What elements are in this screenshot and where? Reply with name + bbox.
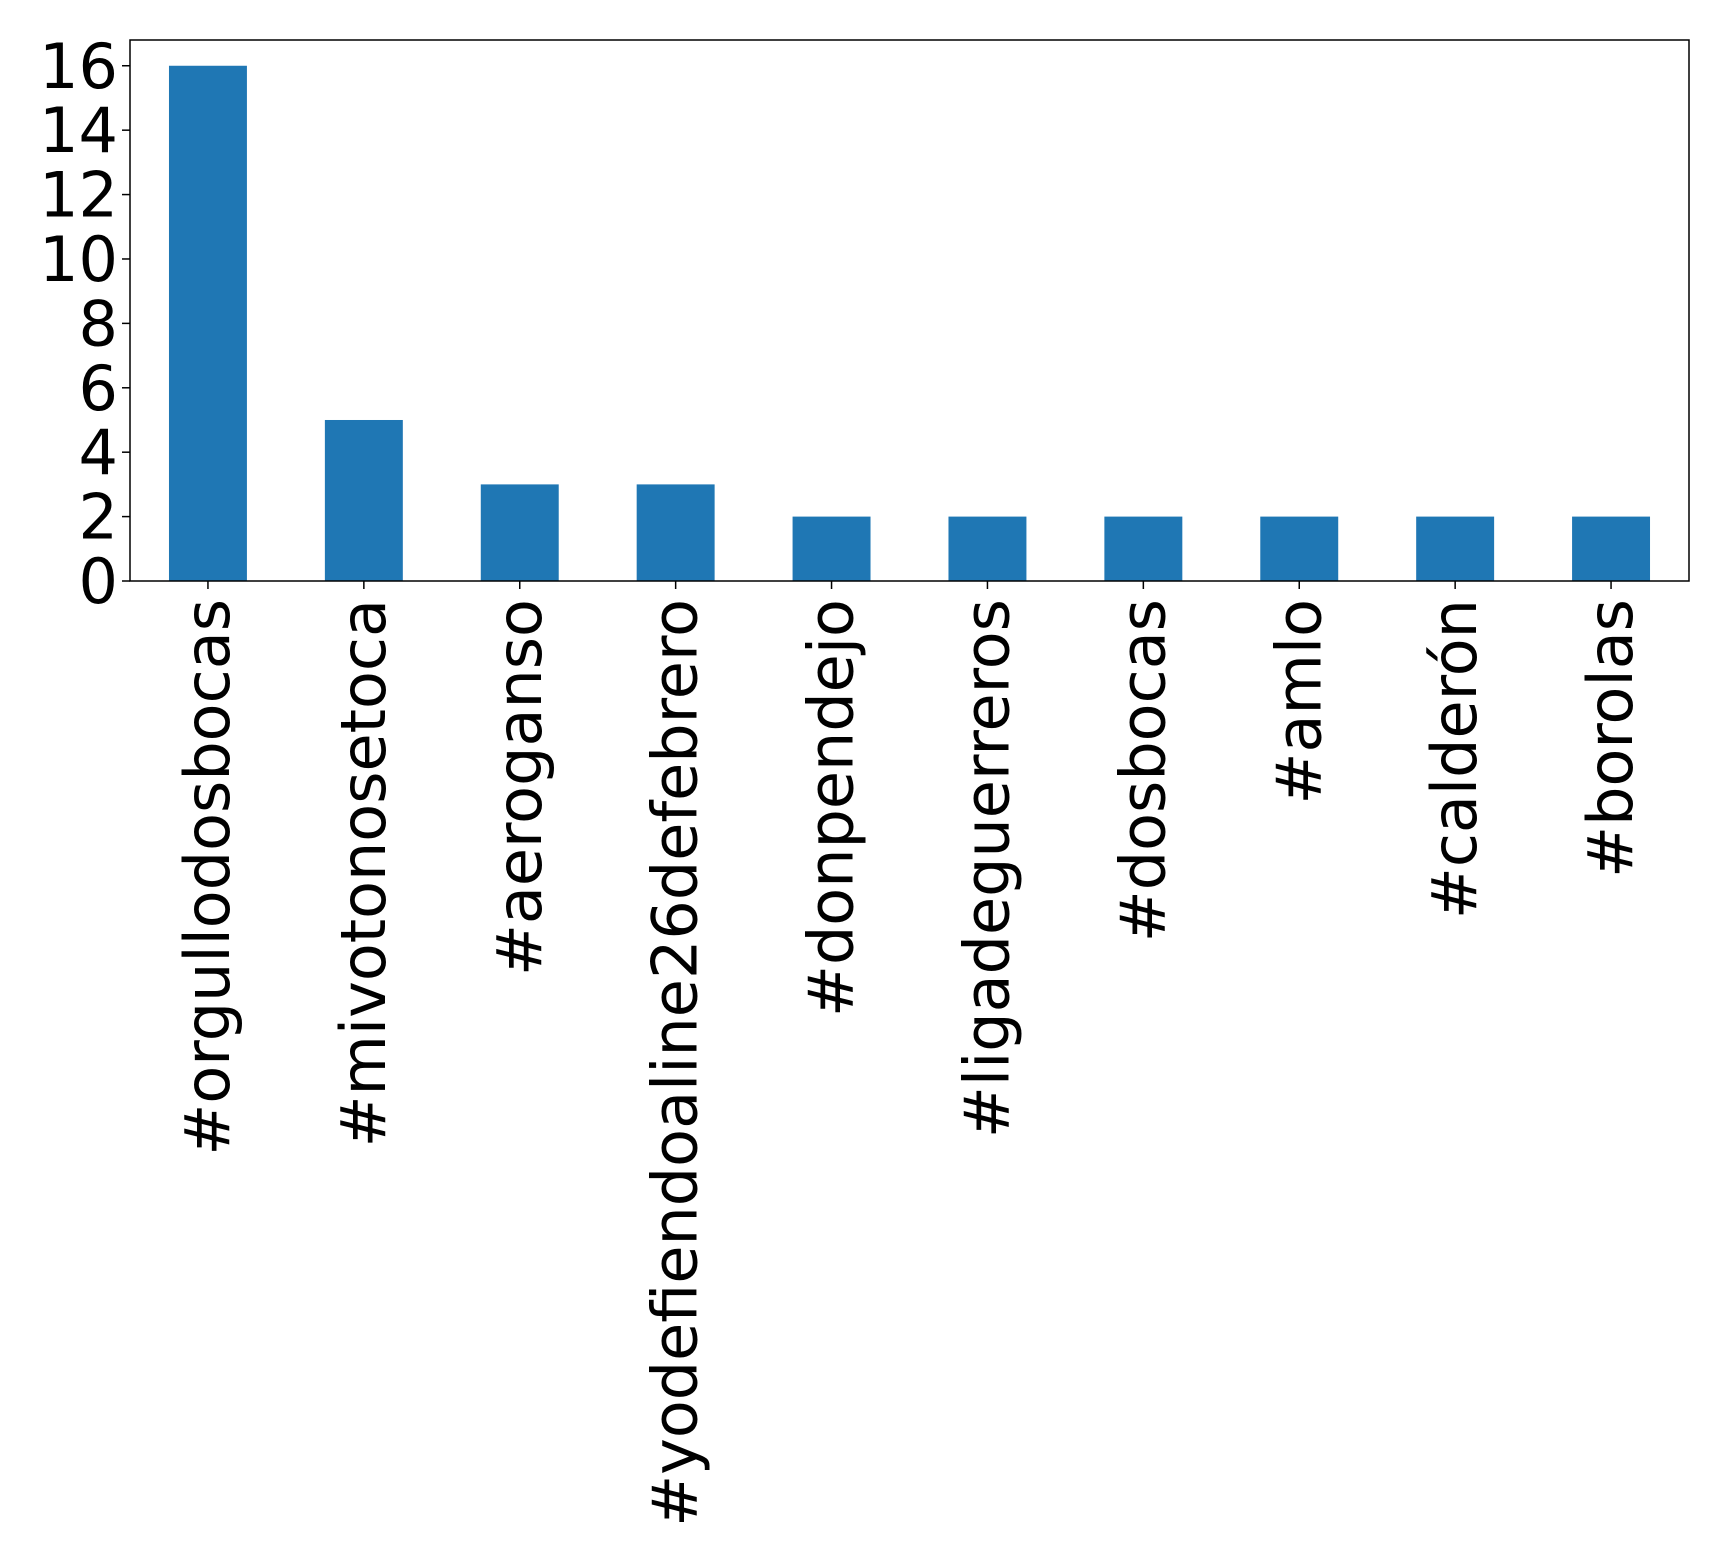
x-tick-label: #yodefiendoaline26defebrero (639, 599, 712, 1527)
x-tick-label: #aeroganso (483, 599, 556, 976)
x-tick-label: #orgullodosbocas (171, 599, 244, 1156)
x-tick-label: #donpendejo (795, 599, 868, 1017)
x-tick-label: #ligadeguerreros (950, 599, 1023, 1138)
bar (948, 516, 1027, 581)
plot-frame (129, 39, 1690, 582)
y-tick-label: 4 (79, 416, 118, 489)
bar (168, 65, 247, 581)
x-tick-label: #mivotonosetoca (327, 599, 400, 1147)
x-tick-label: #dosbocas (1106, 599, 1179, 942)
bar (480, 484, 559, 581)
y-tick-label: 16 (39, 30, 118, 103)
y-tick-label: 12 (39, 159, 118, 232)
bars-group (168, 65, 1651, 581)
x-axis: #orgullodosbocas #mivotonosetoca #aerogans… (171, 581, 1647, 1527)
bar (1416, 516, 1495, 581)
x-tick-label: #calderón (1418, 599, 1491, 919)
bar (324, 419, 403, 581)
y-tick-label: 2 (79, 481, 118, 554)
x-tick-label: #amlo (1262, 599, 1335, 805)
y-tick-label: 10 (39, 223, 118, 296)
bar (1260, 516, 1339, 581)
bar (1572, 516, 1651, 581)
y-tick-label: 14 (39, 94, 118, 167)
bar (1104, 516, 1183, 581)
y-tick-label: 0 (79, 545, 118, 618)
bar (792, 516, 871, 581)
y-tick-label: 6 (79, 352, 118, 425)
y-tick-label: 8 (79, 287, 118, 360)
x-tick-label: #borolas (1574, 599, 1647, 878)
bar (636, 484, 715, 581)
